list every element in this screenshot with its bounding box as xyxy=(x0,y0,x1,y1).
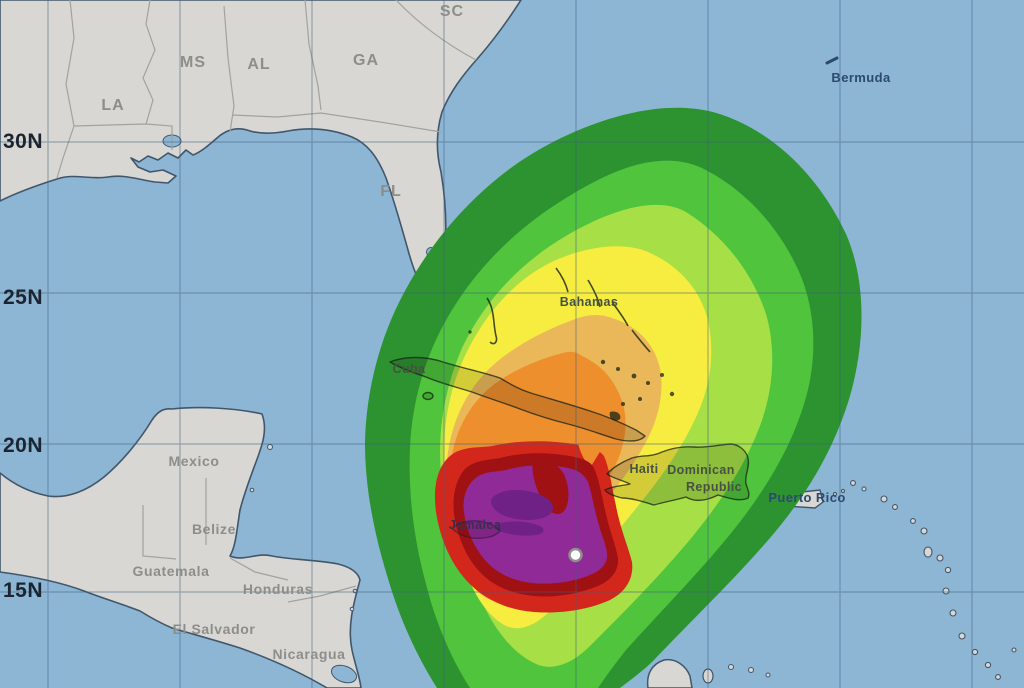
country-label-nicaragua: Nicaragua xyxy=(272,646,345,662)
border-mexico-guatemala xyxy=(142,505,177,560)
map-labels: 30N 25N 20N 15N LA MS AL GA SC FL Mexico… xyxy=(3,3,891,662)
island-label-cuba: Cuba xyxy=(393,362,426,376)
country-label-mexico: Mexico xyxy=(168,453,219,469)
country-label-belize: Belize xyxy=(192,521,236,537)
bermuda-island xyxy=(825,56,839,65)
state-border-ga-sc xyxy=(395,0,477,61)
abc-island xyxy=(702,668,714,684)
caribbean-islet xyxy=(249,487,255,493)
islands-under-storm xyxy=(389,267,750,539)
cuba-outline xyxy=(389,356,646,442)
storm-band-dark-purple xyxy=(491,490,554,520)
latitude-label-25n: 25N xyxy=(3,286,43,309)
caribbean-islet xyxy=(349,606,355,612)
country-label-el-salvador: El Salvador xyxy=(173,621,256,637)
lake-nicaragua xyxy=(330,664,358,684)
latitude-label-20n: 20N xyxy=(3,434,43,457)
state-border-ms-al xyxy=(223,5,235,133)
central-america-borders xyxy=(142,478,357,603)
bahamas-islands xyxy=(486,267,651,353)
isle-of-youth-outline xyxy=(422,391,434,401)
state-border-la-ms xyxy=(73,0,173,150)
latitude-label-30n: 30N xyxy=(3,130,43,153)
turks-and-caicos-islands xyxy=(468,330,675,421)
state-border-fl-al-ga xyxy=(231,112,442,133)
state-borders xyxy=(56,0,477,179)
island-label-bermuda: Bermuda xyxy=(831,70,891,85)
abc-island xyxy=(765,672,771,678)
hispaniola-outline xyxy=(604,443,750,506)
island-label-bahamas: Bahamas xyxy=(560,295,618,309)
state-border-tx-la xyxy=(56,0,75,179)
abc-island xyxy=(748,667,754,673)
storm-band-orange-notch xyxy=(578,442,601,468)
cozumel-island xyxy=(267,444,273,450)
country-label-honduras: Honduras xyxy=(243,581,313,597)
state-label-la: LA xyxy=(101,97,124,114)
state-label-fl: FL xyxy=(380,183,402,200)
latitude-label-15n: 15N xyxy=(3,579,43,602)
abc-island xyxy=(728,664,734,670)
storm-center-marker xyxy=(568,547,583,563)
storm-band-dark-red-tongue xyxy=(532,458,569,514)
border-guatemala-honduras xyxy=(229,557,289,581)
us-landmass xyxy=(0,0,522,299)
island-label-puerto-rico: Puerto Rico xyxy=(768,490,845,505)
state-border-al-ga xyxy=(304,0,322,111)
jamaica-outline xyxy=(451,520,501,539)
state-label-ga: GA xyxy=(353,52,379,69)
storm-band-dark-purple-streak xyxy=(493,521,544,536)
state-label-ms: MS xyxy=(180,54,206,71)
country-label-guatemala: Guatemala xyxy=(133,563,210,579)
central-america-landmass xyxy=(0,406,362,688)
border-honduras-nicaragua xyxy=(287,585,357,603)
guajira-peninsula xyxy=(646,658,693,688)
state-label-sc: SC xyxy=(440,3,464,20)
island-label-jamaica: Jamaica xyxy=(449,518,502,532)
lesser-antilles xyxy=(832,480,1017,680)
caribbean-islet xyxy=(352,588,358,594)
island-label-haiti: Haiti xyxy=(629,462,658,476)
storm-probability-bands xyxy=(365,107,862,688)
island-label-republic: Republic xyxy=(686,480,742,494)
state-label-al: AL xyxy=(247,56,270,73)
island-label-dominican: Dominican xyxy=(667,463,735,477)
